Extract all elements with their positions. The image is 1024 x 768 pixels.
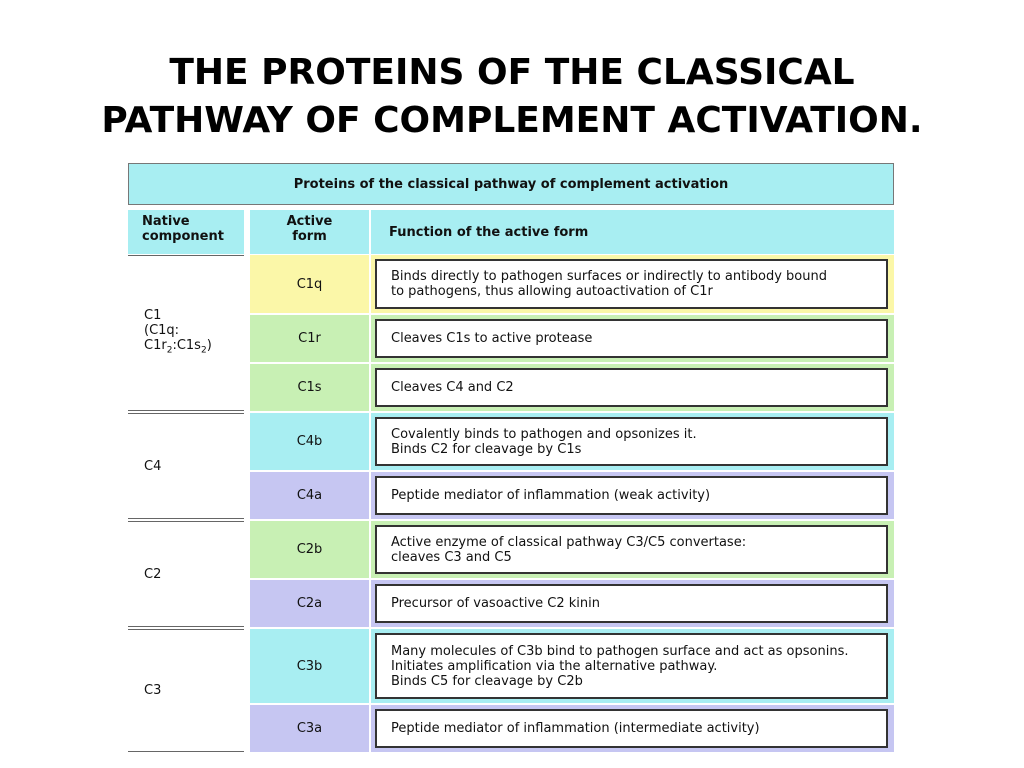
native-cell: C3 xyxy=(128,629,244,752)
header-line: component xyxy=(142,229,224,244)
active-form-cell: C2b xyxy=(250,521,369,578)
function-cell: Binds directly to pathogen surfaces or i… xyxy=(371,255,894,313)
function-line: Binds C5 for cleavage by C2b xyxy=(391,673,583,689)
function-cell: Covalently binds to pathogen and opsoniz… xyxy=(371,413,894,470)
function-box: Many molecules of C3b bind to pathogen s… xyxy=(375,633,888,699)
function-box: Covalently binds to pathogen and opsoniz… xyxy=(375,417,888,466)
column-header: Native component xyxy=(128,210,244,254)
function-box: Precursor of vasoactive C2 kinin xyxy=(375,584,888,623)
function-line: Binds directly to pathogen surfaces or i… xyxy=(391,269,827,284)
function-line: Peptide mediator of inflammation (interm… xyxy=(391,721,760,736)
native-line: C3 xyxy=(144,683,244,698)
function-cell: Precursor of vasoactive C2 kinin xyxy=(371,580,894,627)
native-line: C2 xyxy=(144,567,244,582)
native-text: ) xyxy=(206,337,212,353)
function-box: Peptide mediator of inflammation (weak a… xyxy=(375,476,888,515)
slide-title-line: PATHWAY OF COMPLEMENT ACTIVATION. xyxy=(101,100,923,141)
function-line: Precursor of vasoactive C2 kinin xyxy=(391,596,601,611)
active-form-cell: C2a xyxy=(250,580,369,627)
function-line: Many molecules of C3b bind to pathogen s… xyxy=(391,643,849,659)
active-form-cell: C3b xyxy=(250,629,369,703)
native-text: C2 xyxy=(144,566,162,582)
header-line: Native xyxy=(142,214,190,229)
function-box: Cleaves C4 and C2 xyxy=(375,368,888,407)
function-line: Cleaves C4 and C2 xyxy=(391,380,514,395)
function-box: Binds directly to pathogen surfaces or i… xyxy=(375,259,888,309)
native-text: (C1q: xyxy=(144,322,180,338)
active-form-cell: C1q xyxy=(250,255,369,313)
native-cell: C4 xyxy=(128,413,244,519)
function-cell: Peptide mediator of inflammation (interm… xyxy=(371,705,894,752)
function-cell: Peptide mediator of inflammation (weak a… xyxy=(371,472,894,519)
function-line: Initiates amplification via the alternat… xyxy=(391,658,718,674)
active-form-cell: C4b xyxy=(250,413,369,470)
column-header: Active form xyxy=(250,210,369,254)
native-text: C3 xyxy=(144,683,162,698)
subscript: 2 xyxy=(166,345,173,356)
native-line: C1r2:C1s2) xyxy=(144,338,244,359)
native-text: :C1s xyxy=(172,337,201,353)
function-cell: Cleaves C4 and C2 xyxy=(371,364,894,411)
subscript: 2 xyxy=(200,345,207,356)
function-line: to pathogens, thus allowing autoactivati… xyxy=(391,284,713,299)
function-line: Binds C2 for cleavage by C1s xyxy=(391,441,582,457)
native-line: (C1q: xyxy=(144,323,244,338)
native-cell: C2 xyxy=(128,521,244,627)
header-line: form xyxy=(292,229,327,244)
native-text: C4 xyxy=(144,458,162,474)
function-line: Covalently binds to pathogen and opsoniz… xyxy=(391,426,697,442)
table-caption: Proteins of the classical pathway of com… xyxy=(128,163,894,205)
column-header: Function of the active form xyxy=(371,210,894,254)
function-cell: Active enzyme of classical pathway C3/C5… xyxy=(371,521,894,578)
function-line: Active enzyme of classical pathway C3/C5… xyxy=(391,534,747,550)
function-line: Cleaves C1s to active protease xyxy=(391,331,593,346)
function-box: Cleaves C1s to active protease xyxy=(375,319,888,358)
active-form-cell: C4a xyxy=(250,472,369,519)
function-cell: Cleaves C1s to active protease xyxy=(371,315,894,362)
function-cell: Many molecules of C3b bind to pathogen s… xyxy=(371,629,894,703)
header-line: Function of the active form xyxy=(389,224,589,240)
native-line: C4 xyxy=(144,459,244,474)
native-cell: C1 (C1q: C1r2:C1s2) xyxy=(128,255,244,411)
native-text: C1 xyxy=(144,307,162,323)
function-line: Peptide mediator of inflammation (weak a… xyxy=(391,488,711,503)
native-text: C1r xyxy=(144,337,167,353)
active-form-cell: C1r xyxy=(250,315,369,362)
native-line: C1 xyxy=(144,308,244,323)
function-box: Peptide mediator of inflammation (interm… xyxy=(375,709,888,748)
function-line: cleaves C3 and C5 xyxy=(391,549,512,565)
active-form-cell: C3a xyxy=(250,705,369,752)
function-box: Active enzyme of classical pathway C3/C5… xyxy=(375,525,888,574)
active-form-cell: C1s xyxy=(250,364,369,411)
slide-title-line: THE PROTEINS OF THE CLASSICAL xyxy=(169,52,855,93)
header-line: Active xyxy=(286,214,333,229)
